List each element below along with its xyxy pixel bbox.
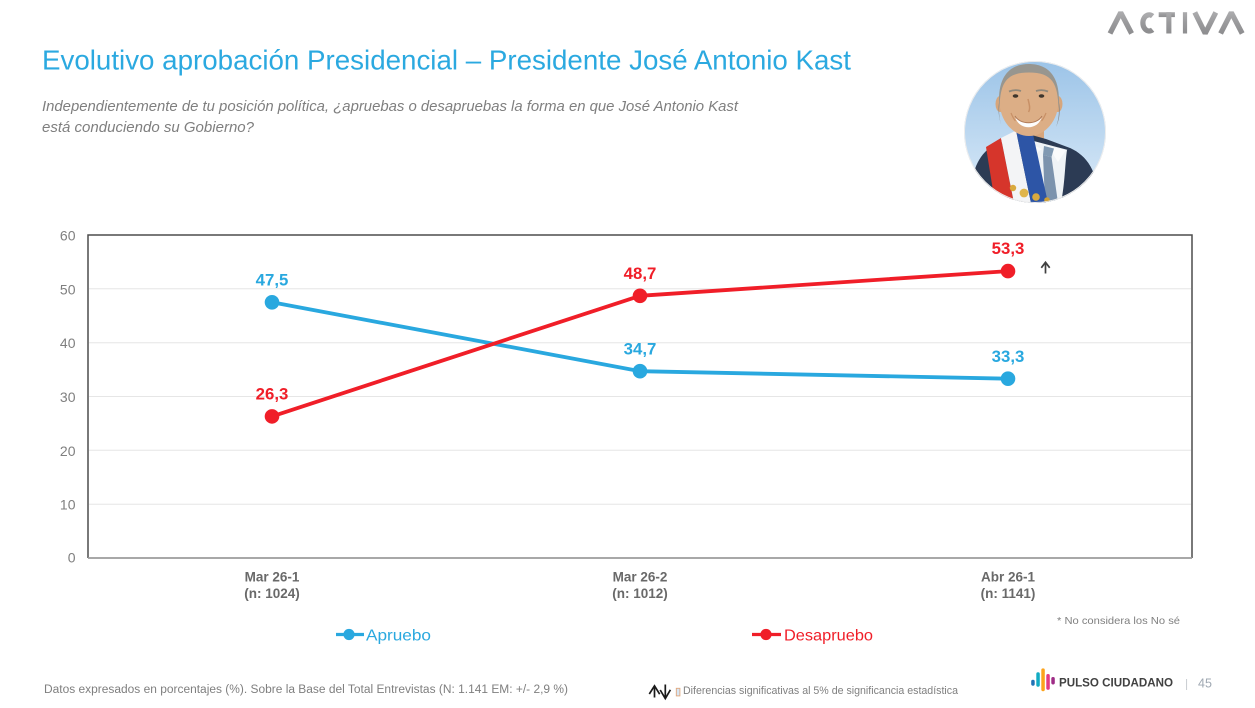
svg-text:(n: 1141): (n: 1141) [981,586,1036,601]
svg-text:(n: 1012): (n: 1012) [612,586,668,601]
svg-text:60: 60 [60,228,76,244]
svg-text:10: 10 [60,497,76,513]
svg-text:30: 30 [60,389,76,405]
svg-text:Abr 26-1: Abr 26-1 [981,570,1036,585]
svg-text:53,3: 53,3 [992,239,1025,258]
svg-text:Datos expresados en porcentaje: Datos expresados en porcentajes (%). Sob… [44,684,568,696]
svg-text:PULSO CIUDADANO: PULSO CIUDADANO [1059,676,1173,690]
svg-text:Mar 26-1: Mar 26-1 [245,570,300,585]
svg-text:48,7: 48,7 [624,264,657,283]
svg-text:34,7: 34,7 [624,340,657,359]
svg-text:40: 40 [60,335,76,351]
svg-text:0: 0 [68,550,76,566]
svg-text:50: 50 [60,281,76,297]
svg-text:Apruebo: Apruebo [366,628,431,645]
svg-text:Mar 26-2: Mar 26-2 [613,570,668,585]
svg-text:47,5: 47,5 [256,271,289,290]
svg-text:Independientemente de tu posic: Independientemente de tu posición políti… [42,99,739,115]
svg-text:|: | [1185,677,1188,691]
svg-text:Diferencias significativas a: Diferencias significativas al 5% de sign… [683,685,959,697]
svg-text:33,3: 33,3 [992,347,1025,366]
svg-text:* No considera los No sé: * No considera los No sé [1057,615,1180,627]
svg-text:está conduciendo su Gobierno?: está conduciendo su Gobierno? [42,120,255,136]
svg-text:45: 45 [1198,677,1212,691]
svg-text:(n: 1024): (n: 1024) [244,586,300,601]
svg-text:26,3: 26,3 [256,385,289,404]
svg-text:20: 20 [60,443,76,459]
svg-text:Evolutivo aprobación Presidenc: Evolutivo aprobación Presidencial – Pres… [42,45,851,76]
svg-text:Desapruebo: Desapruebo [784,628,873,645]
